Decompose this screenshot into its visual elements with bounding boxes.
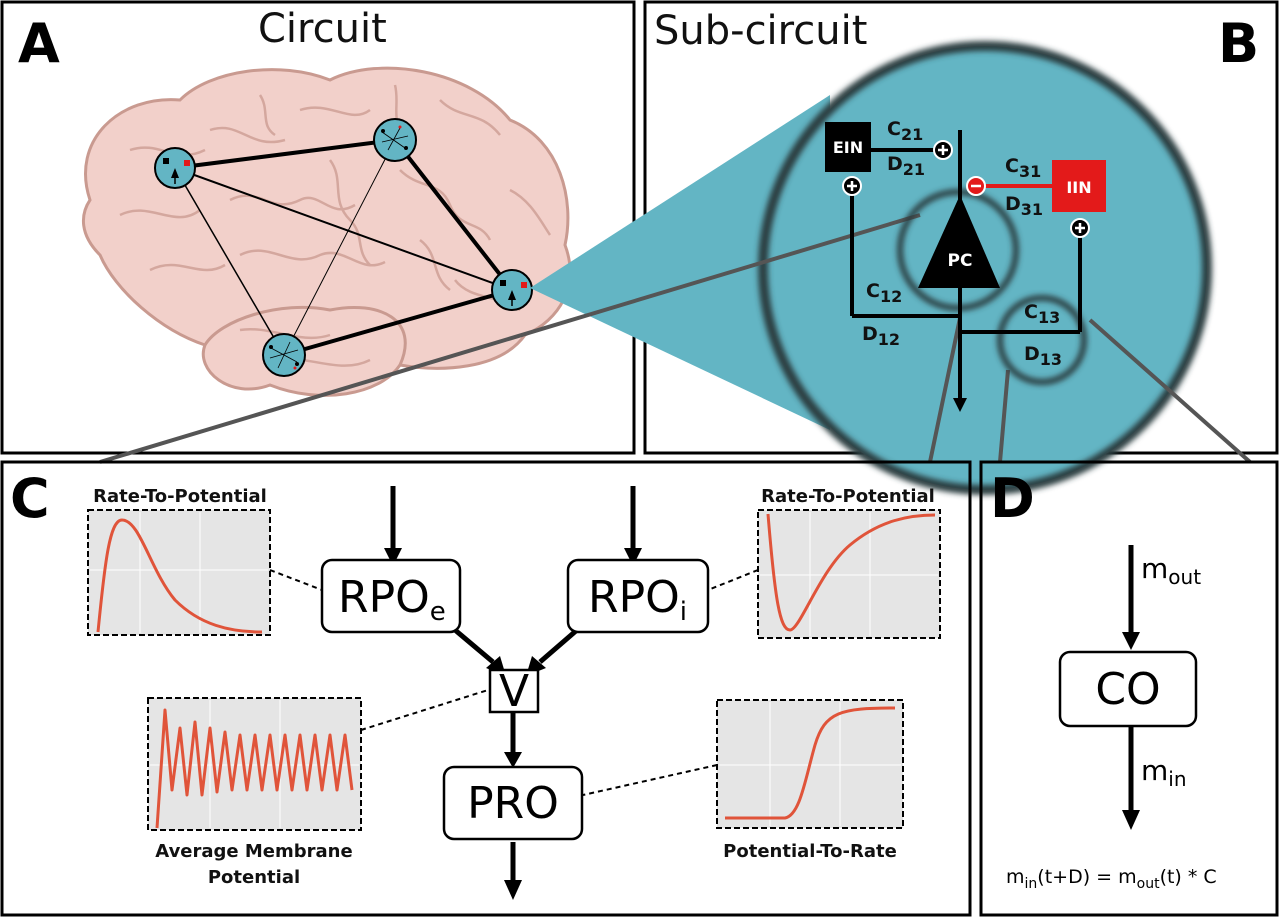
label-d12: D12 bbox=[862, 323, 900, 349]
plot-amp bbox=[147, 697, 362, 831]
amp-label-2: Potential bbox=[208, 867, 300, 888]
brain-illustration bbox=[81, 66, 572, 397]
rpo-i-box bbox=[566, 558, 710, 634]
circuit-node-bottom bbox=[262, 333, 306, 377]
plot-ptr bbox=[716, 699, 904, 829]
pc-label: PC bbox=[948, 251, 973, 271]
v-label: V bbox=[499, 666, 529, 717]
label-c13: C13 bbox=[1024, 301, 1060, 327]
label-d21: D21 bbox=[887, 153, 925, 179]
amp-label-1: Average Membrane bbox=[155, 841, 352, 862]
plus-icon-iin-in bbox=[1070, 218, 1090, 238]
sub-circuit: PC EIN IIN C21 D21 bbox=[825, 118, 1106, 412]
zoom-cone bbox=[530, 95, 830, 430]
label-d31: D31 bbox=[1005, 193, 1043, 219]
panel-c: C Rate-To-Potential Rate-To-Potential Av… bbox=[0, 460, 972, 917]
m-out-label: mout bbox=[1141, 552, 1201, 589]
rtp-right-curve bbox=[766, 513, 936, 632]
rtp-left-curve bbox=[96, 518, 263, 634]
pc-triangle bbox=[918, 195, 1000, 288]
co-label: CO bbox=[1095, 664, 1160, 715]
panel-c-frame bbox=[0, 460, 972, 917]
panel-a: A Circuit bbox=[0, 0, 636, 455]
pro-box bbox=[442, 765, 584, 841]
amp-curve bbox=[155, 708, 354, 829]
brain-temporal-lobe bbox=[203, 305, 407, 366]
zoom-lines bbox=[99, 213, 1252, 464]
label-c31: C31 bbox=[1005, 155, 1041, 181]
panel-a-title: Circuit bbox=[258, 6, 387, 52]
delay-equation: min(t+D) = mout(t) * C bbox=[1006, 866, 1217, 892]
ein-label: EIN bbox=[833, 138, 863, 157]
circuit-node-top-left bbox=[154, 147, 196, 189]
co-box bbox=[1058, 650, 1198, 728]
plus-icon-ein-in bbox=[842, 176, 862, 196]
label-d13: D13 bbox=[1024, 343, 1062, 369]
ein-box bbox=[825, 122, 871, 172]
plot-rtp-right bbox=[757, 509, 941, 639]
plot-rtp-left bbox=[87, 509, 271, 636]
iin-box bbox=[1052, 160, 1106, 212]
brain-cerebrum bbox=[81, 66, 572, 397]
zoom-circle-delay bbox=[997, 295, 1087, 385]
rpo-e-box bbox=[320, 558, 462, 634]
panel-d-frame bbox=[979, 460, 1279, 917]
minus-icon-iin-out bbox=[966, 176, 986, 196]
panel-b-title: Sub-circuit bbox=[654, 8, 867, 54]
circuit-node-top-right bbox=[373, 118, 417, 162]
rtp-left-label: Rate-To-Potential bbox=[93, 486, 267, 507]
panel-b-letter: B bbox=[1218, 12, 1259, 75]
rpo-e-label: RPOe bbox=[338, 572, 446, 627]
panel-a-letter: A bbox=[18, 12, 60, 75]
label-c21: C21 bbox=[887, 118, 923, 144]
pro-label: PRO bbox=[467, 778, 559, 829]
iin-label: IIN bbox=[1066, 178, 1091, 197]
circuit-node-right bbox=[491, 269, 533, 311]
rtp-right-label: Rate-To-Potential bbox=[761, 486, 935, 507]
label-c12: C12 bbox=[866, 280, 902, 306]
m-in-label: min bbox=[1141, 754, 1187, 791]
brain-folds bbox=[119, 84, 552, 367]
panel-d-letter: D bbox=[990, 467, 1035, 530]
panel-d: D CO mout min min(t+D) = mout(t) * C bbox=[979, 460, 1279, 917]
ptr-label: Potential-To-Rate bbox=[723, 841, 897, 862]
v-box bbox=[488, 668, 540, 714]
ptr-curve bbox=[725, 706, 896, 820]
rpo-i-label: RPOi bbox=[588, 572, 687, 627]
panel-c-letter: C bbox=[10, 467, 50, 530]
plus-icon-ein-out bbox=[933, 140, 953, 160]
circuit-connections bbox=[174, 138, 514, 357]
